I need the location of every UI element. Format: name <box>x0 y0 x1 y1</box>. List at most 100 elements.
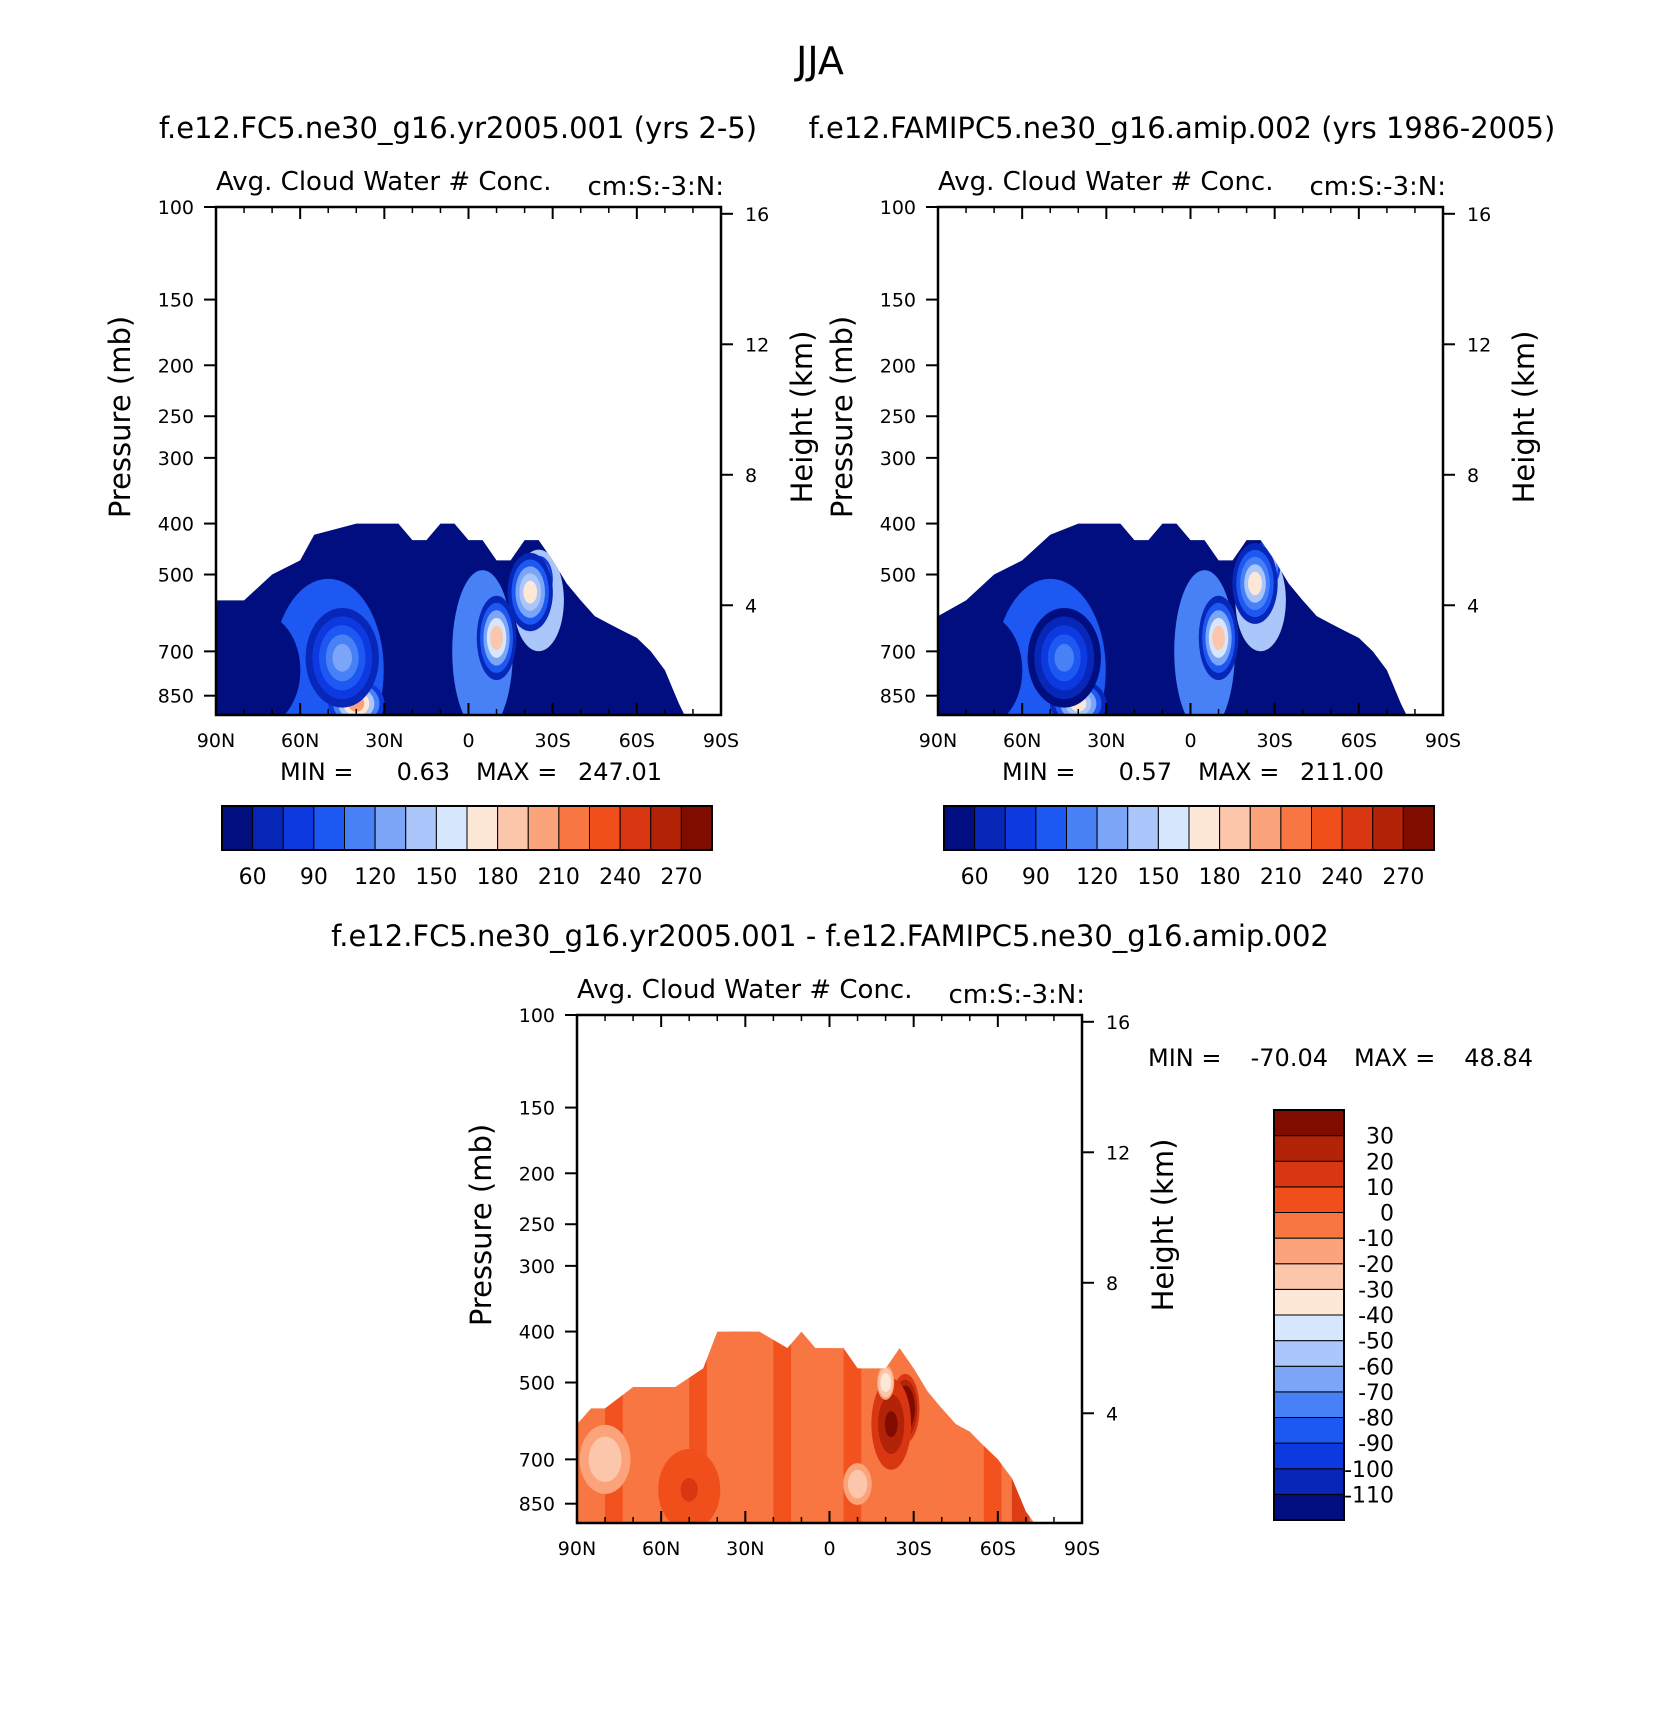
colorbar-box <box>344 805 376 851</box>
y-right-tick-label: 16 <box>1467 204 1491 226</box>
x-tick-label: 60N <box>642 1538 680 1560</box>
colorbar-label: 60 <box>239 865 267 890</box>
x-tick-label: 90N <box>197 730 235 752</box>
colorbar-label: 180 <box>1199 865 1241 890</box>
max-label: MAX = <box>1198 758 1279 786</box>
y-right-tick-label: 4 <box>1106 1403 1118 1425</box>
colorbar-box <box>1372 805 1404 851</box>
field-feature-3-level-4 <box>597 1448 613 1470</box>
colorbar-box <box>1273 1186 1345 1213</box>
colorbar-box <box>221 805 254 851</box>
colorbar-box <box>1273 1493 1345 1521</box>
x-tick-label: 30S <box>535 730 571 752</box>
panel-units: cm:S:-3:N: <box>587 172 724 202</box>
figure-title: JJA <box>794 39 844 83</box>
x-tick-label: 90S <box>1064 1538 1100 1560</box>
colorbar-box <box>1273 1135 1345 1162</box>
colorbar-label: 90 <box>300 865 328 890</box>
colorbar: 60 90 120 150 180 210 240 270 <box>943 805 1435 890</box>
x-tick-label: 90N <box>919 730 957 752</box>
min-label: MIN = <box>1148 1044 1221 1072</box>
field-feature-1-level-4 <box>1054 643 1074 672</box>
x-tick-label: 90S <box>703 730 739 752</box>
panel-variable-title: Avg. Cloud Water # Conc. <box>577 975 913 1005</box>
field-feature-5-level-4 <box>969 654 991 686</box>
field-feature-5-level-4 <box>680 1477 698 1502</box>
panel-2: f.e12.FAMIPC5.ne30_g16.amip.002 (yrs 198… <box>809 111 1556 890</box>
x-tick-label: 90N <box>558 1538 596 1560</box>
colorbar: 60 90 120 150 180 210 240 270 <box>221 805 713 890</box>
min-max-stats: MIN = 0.57 MAX = 211.00 <box>1002 758 1384 786</box>
colorbar-frame <box>1273 1109 1345 1521</box>
field-streak-4 <box>773 1331 792 1523</box>
x-tick-label: 30S <box>896 1538 932 1560</box>
colorbar-box <box>558 805 590 851</box>
panel-case-title: f.e12.FC5.ne30_g16.yr2005.001 - f.e12.FA… <box>331 919 1329 953</box>
y-right-tick-label: 16 <box>745 204 769 226</box>
colorbar-label: 240 <box>1321 865 1363 890</box>
x-tick-label: 90S <box>1425 730 1461 752</box>
panel-1: f.e12.FC5.ne30_g16.yr2005.001 (yrs 2-5) A… <box>103 111 819 890</box>
colorbar-box <box>974 805 1006 851</box>
y-tick-label: 300 <box>519 1256 555 1278</box>
min-max-stats: MIN = 0.63 MAX = 247.01 <box>280 758 662 786</box>
field-feature-4-level-4 <box>1248 571 1262 596</box>
min-value: 0.63 <box>397 758 450 786</box>
y-tick-label: 200 <box>519 1163 555 1185</box>
colorbar-box <box>466 805 499 851</box>
min-max-stats: MIN = -70.04 MAX = 48.84 <box>1148 1044 1533 1072</box>
field-contours <box>216 523 685 715</box>
colorbar-label: 210 <box>538 865 580 890</box>
y-tick-label: 250 <box>519 1214 555 1236</box>
panel-units: cm:S:-3:N: <box>1309 172 1446 202</box>
colorbar-box <box>1273 1109 1345 1137</box>
panel-variable-title: Avg. Cloud Water # Conc. <box>216 167 552 197</box>
colorbar-label: -40 <box>1358 1304 1394 1329</box>
colorbar-label: 20 <box>1366 1150 1394 1175</box>
colorbar-box <box>1273 1237 1345 1265</box>
y-right-tick-label: 8 <box>1467 465 1479 487</box>
y-tick-label: 150 <box>158 290 194 312</box>
y-right-tick-label: 16 <box>1106 1012 1130 1034</box>
colorbar: 3020100-10-20-30-40-50-60-70-80-90-100-1… <box>1273 1109 1394 1521</box>
x-tick-label: 30N <box>1087 730 1125 752</box>
colorbar-box <box>1273 1417 1345 1444</box>
colorbar-box <box>1035 805 1067 851</box>
colorbar-box <box>1311 805 1343 851</box>
y-tick-label: 300 <box>880 448 916 470</box>
colorbar-box <box>1157 805 1190 851</box>
panel-case-title: f.e12.FC5.ne30_g16.yr2005.001 (yrs 2-5) <box>159 111 757 145</box>
y-right-tick-label: 4 <box>1467 595 1479 617</box>
colorbar-label: -90 <box>1358 1432 1394 1457</box>
y-tick-label: 500 <box>158 565 194 587</box>
panels: f.e12.FC5.ne30_g16.yr2005.001 (yrs 2-5) A… <box>103 111 1555 1560</box>
colorbar-box <box>1188 805 1221 851</box>
y-tick-label: 850 <box>158 686 194 708</box>
colorbar-box <box>1273 1340 1345 1367</box>
colorbar-box <box>1273 1365 1345 1393</box>
colorbar-label: 120 <box>1076 865 1118 890</box>
colorbar-box <box>435 805 468 851</box>
colorbar-label: 30 <box>1366 1125 1394 1150</box>
colorbar-box <box>313 805 345 851</box>
colorbar-label: 120 <box>354 865 396 890</box>
y-tick-label: 200 <box>880 355 916 377</box>
x-tick-label: 0 <box>1184 730 1196 752</box>
colorbar-label: -10 <box>1358 1227 1394 1252</box>
colorbar-label: -20 <box>1358 1253 1394 1278</box>
colorbar-box <box>1219 805 1251 851</box>
colorbar-label: 240 <box>599 865 641 890</box>
colorbar-box <box>1273 1288 1345 1316</box>
min-label: MIN = <box>280 758 353 786</box>
colorbar-box <box>374 805 407 851</box>
colorbar-label: -80 <box>1358 1407 1394 1432</box>
colorbar-box <box>527 805 560 851</box>
max-value: 247.01 <box>578 758 662 786</box>
x-tick-label: 30S <box>1257 730 1293 752</box>
y-right-axis-label: Height (km) <box>785 331 819 504</box>
y-axis-label: Pressure (mb) <box>464 1124 498 1326</box>
min-value: -70.04 <box>1251 1044 1328 1072</box>
colorbar-label: -100 <box>1344 1458 1394 1483</box>
x-tick-label: 30N <box>365 730 403 752</box>
